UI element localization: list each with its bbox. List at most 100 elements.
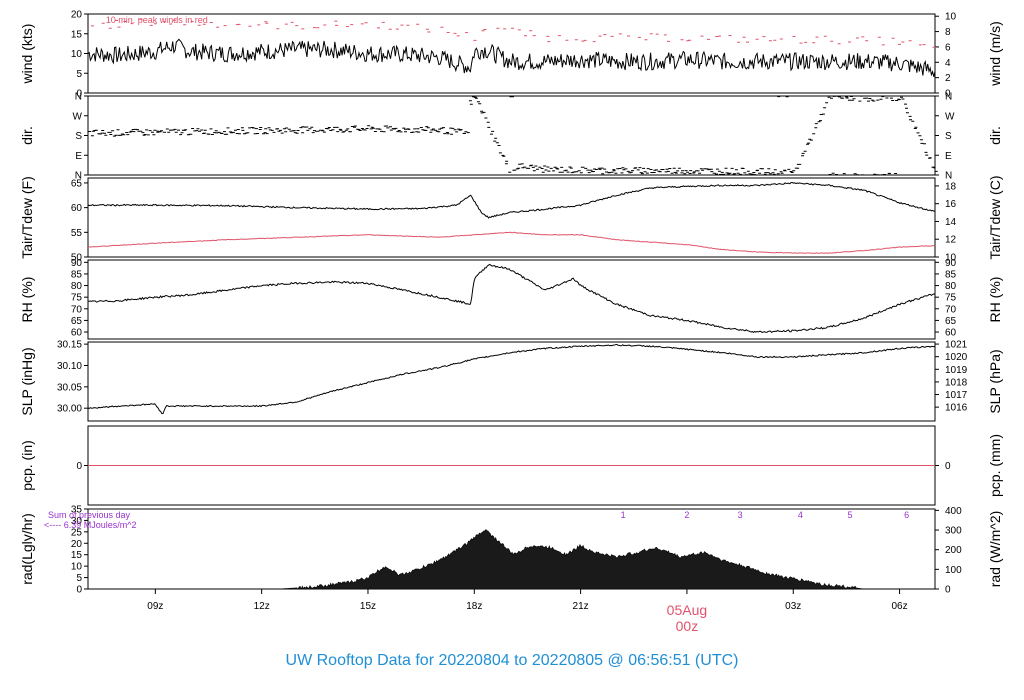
y-tick-label-right: 1020 — [945, 352, 968, 363]
rh-series-0 — [88, 263, 936, 334]
wind-annotation: 10 min. peak winds in red — [106, 15, 208, 25]
x-tick-label: 18z — [466, 601, 482, 612]
y-tick-label-left: N — [75, 92, 82, 103]
y-tick-label-left: 0 — [76, 461, 82, 472]
y-tick-label-left: 70 — [71, 304, 83, 315]
dir-series-points — [88, 95, 938, 176]
y-tick-label-left: N — [75, 171, 82, 182]
rad-marker-1: 1 — [621, 510, 626, 520]
y-tick-label-left: 35 — [71, 505, 83, 516]
y-tick-label-right: N — [945, 171, 952, 182]
y-tick-label-right: 90 — [945, 258, 957, 269]
x-date-time-label: 00z — [676, 618, 699, 634]
y-tick-label-right: 0 — [945, 585, 951, 596]
y-axis-label-left: Tair/Tdew (F) — [19, 176, 35, 258]
y-tick-label-right: 10 — [945, 12, 957, 23]
x-tick-label: 15z — [360, 601, 376, 612]
y-tick-label-left: 60 — [71, 328, 83, 339]
y-tick-label-left: 90 — [71, 258, 83, 269]
y-tick-label-left: 85 — [71, 269, 83, 280]
y-tick-label-left: 65 — [71, 316, 83, 327]
y-tick-label-left: 10 — [71, 562, 83, 573]
y-tick-label-right: 8 — [945, 27, 951, 38]
y-tick-label-left: 20 — [71, 539, 83, 550]
y-tick-label-right: N — [945, 92, 952, 103]
y-axis-label-right: pcp. (mm) — [987, 434, 1003, 497]
y-tick-label-right: 300 — [945, 526, 962, 537]
y-axis-label-right: Tair/Tdew (C) — [987, 175, 1003, 259]
y-axis-label-left: rad(Lgly/hr) — [19, 513, 35, 585]
y-tick-label-right: E — [945, 151, 952, 162]
y-tick-label-right: 70 — [945, 304, 957, 315]
panel-frame-temp — [87, 177, 936, 258]
wind-series-0 — [87, 38, 936, 77]
y-tick-label-left: 30.00 — [57, 404, 82, 415]
y-tick-label-left: 5 — [76, 573, 82, 584]
y-tick-label-right: 0 — [945, 89, 951, 100]
y-tick-label-right: 80 — [945, 281, 957, 292]
y-tick-label-left: 5 — [76, 69, 82, 80]
y-tick-label-left: 30.15 — [57, 340, 82, 351]
y-tick-label-left: 15 — [71, 29, 83, 40]
x-tick-label: 21z — [573, 601, 589, 612]
x-tick-label: 06z — [891, 601, 907, 612]
wind-series-10-min-peak-winds — [90, 18, 936, 48]
panel-frame-wind — [87, 13, 936, 94]
y-tick-label-left: 55 — [71, 228, 83, 239]
y-tick-label-right: 2 — [945, 73, 951, 84]
y-tick-label-right: 0 — [945, 461, 951, 472]
rad-marker-5: 5 — [847, 510, 852, 520]
y-tick-label-left: 30 — [71, 516, 83, 527]
y-tick-label-right: W — [945, 111, 955, 122]
y-tick-label-right: 400 — [945, 506, 962, 517]
y-axis-label-left: pcp. (in) — [19, 440, 35, 491]
y-tick-label-right: S — [945, 131, 952, 142]
rad-annotation-line-0: Sum of previous day — [48, 510, 131, 520]
y-tick-label-right: 10 — [945, 253, 957, 264]
y-axis-label-left: dir. — [19, 126, 35, 145]
y-tick-label-left: E — [75, 151, 82, 162]
x-tick-label: 09z — [147, 601, 163, 612]
temp-series-tdew — [87, 231, 936, 254]
y-tick-label-left: 10 — [71, 49, 83, 60]
y-tick-label-left: 20 — [71, 10, 83, 21]
panel-frame-dir — [87, 95, 936, 176]
rad-marker-6: 6 — [904, 510, 909, 520]
rad-series-area — [279, 529, 935, 590]
y-tick-label-right: 100 — [945, 565, 962, 576]
rad-marker-2: 2 — [684, 510, 689, 520]
y-tick-label-right: 18 — [945, 181, 957, 192]
y-tick-label-right: 12 — [945, 235, 957, 246]
y-axis-label-right: rad (W/m^2) — [987, 511, 1003, 588]
panel-frame-rh — [87, 259, 936, 340]
x-tick-label: 12z — [254, 601, 270, 612]
y-tick-label-left: 50 — [71, 253, 83, 264]
slp-series-0 — [87, 343, 936, 415]
y-tick-label-left: 80 — [71, 281, 83, 292]
y-tick-label-right: 200 — [945, 545, 962, 556]
y-tick-label-left: 0 — [76, 89, 82, 100]
panel-frame-slp — [87, 341, 936, 422]
y-axis-label-left: SLP (inHg) — [19, 347, 35, 415]
temp-series-tair — [87, 181, 936, 219]
y-tick-label-right: 75 — [945, 293, 957, 304]
y-tick-label-left: 30.10 — [57, 361, 82, 372]
y-tick-label-left: W — [73, 111, 83, 122]
x-date-label: 05Aug — [667, 602, 707, 618]
y-tick-label-right: 1018 — [945, 377, 968, 388]
y-tick-label-left: 60 — [71, 203, 83, 214]
y-tick-label-right: 1017 — [945, 390, 968, 401]
y-tick-label-right: 16 — [945, 199, 957, 210]
y-tick-label-left: 75 — [71, 293, 83, 304]
y-tick-label-left: S — [75, 131, 82, 142]
y-tick-label-right: 6 — [945, 42, 951, 53]
rad-marker-3: 3 — [738, 510, 743, 520]
y-axis-label-right: dir. — [987, 126, 1003, 145]
y-tick-label-left: 25 — [71, 527, 83, 538]
y-tick-label-left: 30.05 — [57, 382, 82, 393]
y-tick-label-right: 1021 — [945, 340, 968, 351]
y-axis-label-right: SLP (hPa) — [987, 349, 1003, 413]
x-tick-label: 03z — [785, 601, 801, 612]
